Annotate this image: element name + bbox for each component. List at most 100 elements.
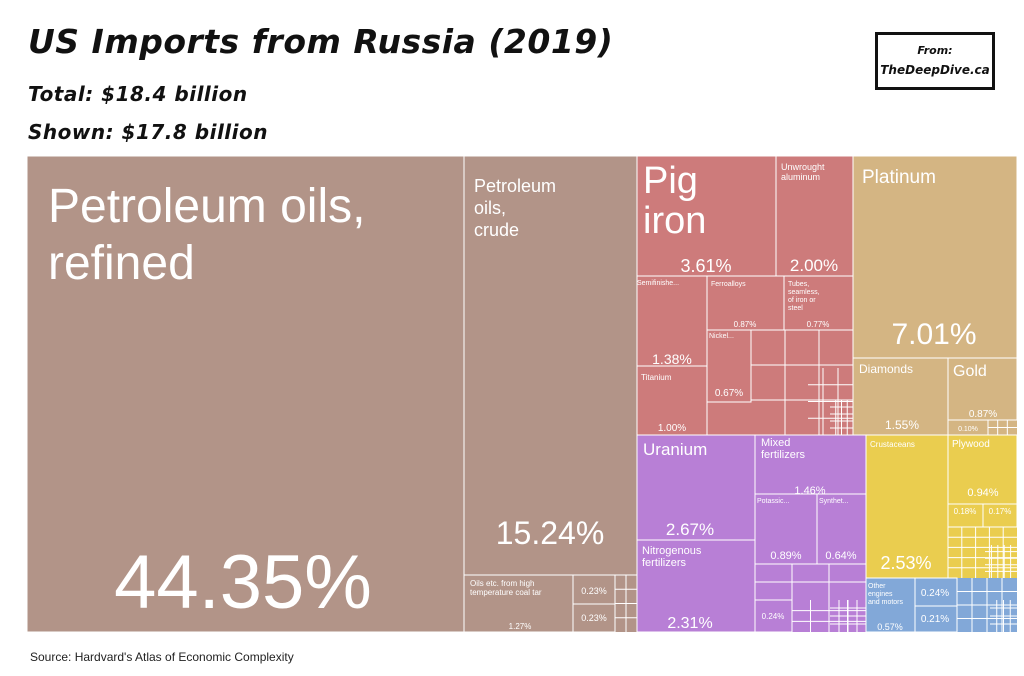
tile-rect-crustaceans xyxy=(865,434,949,579)
tile-ferroalloys: Ferroalloys 0.87% xyxy=(706,275,785,331)
tile-value-nitrogenous-fertilizers: 2.31% xyxy=(667,615,712,632)
tile-label-uranium: Uranium xyxy=(643,440,707,459)
shown-label: Shown: $17.8 billion xyxy=(28,120,268,144)
source-badge: From: TheDeepDive.ca xyxy=(875,32,995,90)
tile-other-engines-and-motors: Other engines and motors 0.57% xyxy=(865,577,916,633)
minor-cells-grid xyxy=(615,330,1017,632)
tile-value-item-28: 0.21% xyxy=(921,614,949,625)
tile-value-item-25: 0.17% xyxy=(989,507,1012,516)
tile-rect-item-28 xyxy=(914,605,958,633)
tile-value-petroleum-oils-crude: 15.24% xyxy=(496,515,605,551)
tile-value-ferroalloys: 0.87% xyxy=(734,320,757,329)
tile-platinum: Platinum 7.01% xyxy=(852,155,1018,359)
tile-item-27: 0.24% xyxy=(914,577,958,607)
tile-value-diamonds: 1.55% xyxy=(885,418,919,432)
tile-petroleum-oils-refined: Petroleum oils, refined 44.35% xyxy=(26,155,465,633)
tile-label-pig-iron: Pig iron xyxy=(643,160,706,242)
tile-value-potassic: 0.89% xyxy=(770,550,801,562)
tile-pig-iron: Pig iron 3.61% xyxy=(636,155,777,277)
tile-rect-uranium xyxy=(636,434,756,541)
tile-value-nickel: 0.67% xyxy=(715,388,743,399)
tile-label-ferroalloys: Ferroalloys xyxy=(711,281,746,288)
tile-crustaceans: Crustaceans 2.53% xyxy=(865,434,949,579)
badge-site: TheDeepDive.ca xyxy=(880,63,990,77)
tile-label-diamonds: Diamonds xyxy=(859,362,913,376)
tile-petroleum-oils-crude: Petroleum oils, crude 15.24% xyxy=(463,155,638,576)
tile-label-unwrought-aluminum: Unwrought aluminum xyxy=(781,162,825,182)
tile-value-item-3: 0.23% xyxy=(581,586,607,596)
tile-rect-oils-etc-from-high-temperature-coal-tar xyxy=(463,574,574,633)
tile-value-item-4: 0.23% xyxy=(581,613,607,623)
tile-rect-platinum xyxy=(852,155,1018,359)
tile-rect-item-4 xyxy=(572,603,616,633)
tile-rect-synthet xyxy=(816,493,867,565)
tile-value-crustaceans: 2.53% xyxy=(880,553,931,573)
tile-value-petroleum-oils-refined: 44.35% xyxy=(114,540,372,625)
tile-rect-petroleum-oils-crude xyxy=(463,155,638,576)
tile-item-4: 0.23% xyxy=(572,603,616,633)
tile-rect-other-engines-and-motors xyxy=(865,577,916,633)
tile-label-other-engines-and-motors: Other engines and motors xyxy=(868,583,904,606)
tile-diamonds: Diamonds 1.55% xyxy=(852,357,949,436)
tile-label-crustaceans: Crustaceans xyxy=(870,440,915,449)
tile-value-synthet: 0.64% xyxy=(825,550,856,562)
tile-value-oils-etc-from-high-temperature-coal-tar: 1.27% xyxy=(509,622,532,631)
tile-item-28: 0.21% xyxy=(914,605,958,633)
tile-unwrought-aluminum: Unwrought aluminum 2.00% xyxy=(775,155,854,277)
chart-title: US Imports from Russia (2019) xyxy=(28,22,614,61)
tile-item-25: 0.17% xyxy=(982,503,1018,528)
tile-rect-gold xyxy=(947,357,1018,421)
source-note: Source: Hardvard's Atlas of Economic Com… xyxy=(30,650,294,664)
tile-titanium: Titanium 1.00% xyxy=(636,365,708,436)
tile-item-24: 0.18% xyxy=(947,503,984,528)
badge-from: From: xyxy=(917,44,953,57)
tile-value-gold: 0.87% xyxy=(969,409,997,420)
tile-gold: Gold 0.87% xyxy=(947,357,1018,421)
tile-rect-item-27 xyxy=(914,577,958,607)
tile-rect-unwrought-aluminum xyxy=(775,155,854,277)
tile-value-item-21: 0.24% xyxy=(762,612,785,621)
tile-value-uranium: 2.67% xyxy=(666,520,714,539)
tile-rect-nickel xyxy=(706,329,752,403)
tile-value-pig-iron: 3.61% xyxy=(680,256,731,276)
tile-value-plywood: 0.94% xyxy=(967,487,998,499)
tile-label-petroleum-oils-crude: Petroleum oils, crude xyxy=(474,176,556,240)
tile-rect-item-25 xyxy=(982,503,1018,528)
tile-plywood: Plywood 0.94% xyxy=(947,434,1018,505)
tile-label-nitrogenous-fertilizers: Nitrogenous fertilizers xyxy=(642,545,702,569)
tile-item-15: 0.10% xyxy=(947,419,989,436)
tile-nickel: Nickel... 0.67% xyxy=(706,329,752,403)
tile-value-tubes-seamless-of-iron-or-steel: 0.77% xyxy=(807,320,830,329)
tile-semifinishe: Semifinishe... 1.38% xyxy=(636,275,708,367)
tile-value-platinum: 7.01% xyxy=(891,318,976,351)
tile-value-item-27: 0.24% xyxy=(921,588,949,599)
tile-label-synthet: Synthet... xyxy=(819,498,849,505)
tile-item-21: 0.24% xyxy=(754,599,793,633)
tile-label-oils-etc-from-high-temperature-coal-tar: Oils etc. from high temperature coal tar xyxy=(470,579,542,597)
tile-label-nickel: Nickel... xyxy=(709,333,734,340)
tile-rect-petroleum-oils-refined xyxy=(26,155,465,633)
tile-label-plywood: Plywood xyxy=(952,439,990,450)
tile-value-other-engines-and-motors: 0.57% xyxy=(877,622,903,632)
tile-rect-item-3 xyxy=(572,574,616,605)
tile-tubes-seamless-of-iron-or-steel: Tubes, seamless, of iron or steel 0.77% xyxy=(783,275,854,331)
tile-oils-etc-from-high-temperature-coal-tar: Oils etc. from high temperature coal tar 1… xyxy=(463,574,574,633)
tile-rect-tubes-seamless-of-iron-or-steel xyxy=(783,275,854,331)
tile-label-tubes-seamless-of-iron-or-steel: Tubes, seamless, of iron or steel xyxy=(788,281,820,312)
tile-rect-item-21 xyxy=(754,599,793,633)
tile-value-item-15: 0.10% xyxy=(958,426,978,433)
tile-label-potassic: Potassic... xyxy=(757,498,789,505)
tile-value-titanium: 1.00% xyxy=(658,423,686,434)
tile-label-titanium: Titanium xyxy=(641,373,672,382)
tile-item-3: 0.23% xyxy=(572,574,616,605)
tile-label-gold: Gold xyxy=(953,363,987,380)
tile-rect-nitrogenous-fertilizers xyxy=(636,539,756,633)
tile-label-semifinishe: Semifinishe... xyxy=(637,280,679,287)
tile-nitrogenous-fertilizers: Nitrogenous fertilizers 2.31% xyxy=(636,539,756,633)
total-label: Total: $18.4 billion xyxy=(28,82,248,106)
tile-synthet: Synthet... 0.64% xyxy=(816,493,867,565)
tile-label-platinum: Platinum xyxy=(862,167,936,188)
tile-value-semifinishe: 1.38% xyxy=(652,351,692,367)
tile-label-petroleum-oils-refined: Petroleum oils, refined xyxy=(48,180,365,290)
